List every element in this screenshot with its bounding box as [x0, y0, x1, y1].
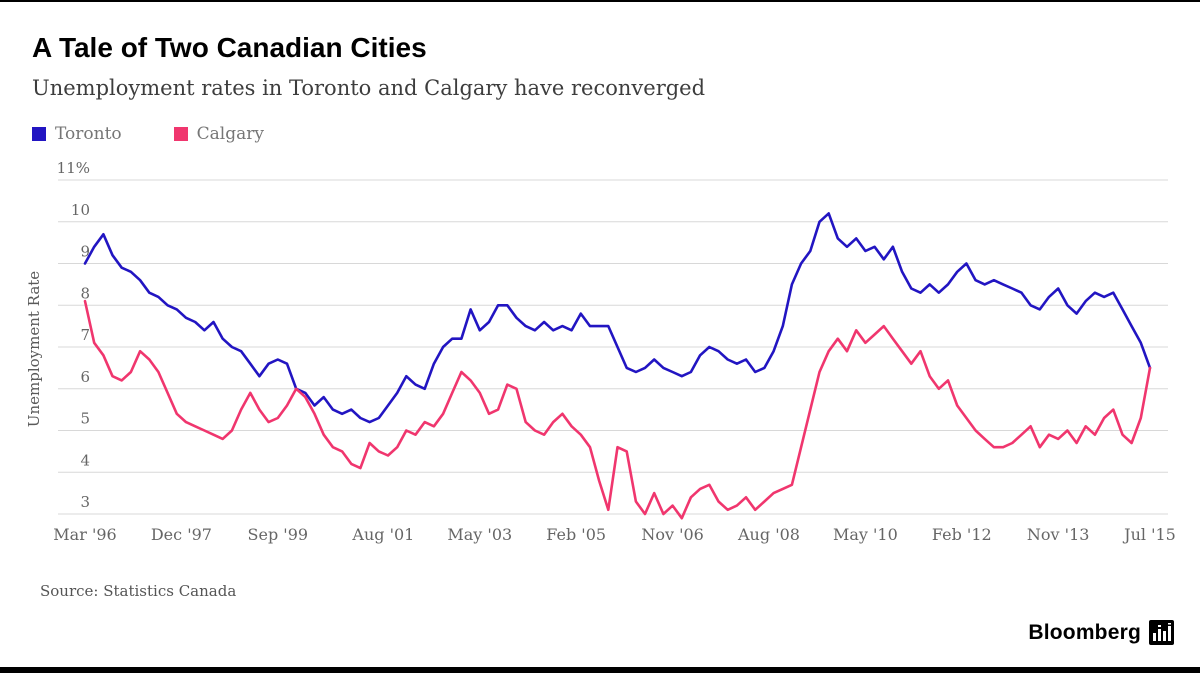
x-tick-label: Feb '12 [932, 525, 992, 544]
x-tick-label: Aug '01 [351, 525, 414, 544]
page-subtitle: Unemployment rates in Toronto and Calgar… [32, 76, 706, 100]
x-tick-label: Nov '06 [641, 525, 704, 544]
x-tick-label: Aug '08 [737, 525, 800, 544]
x-tick-label: Dec '97 [151, 525, 212, 544]
bloomberg-wordmark: Bloomberg [1028, 620, 1141, 644]
legend-item-toronto: Toronto [32, 124, 122, 144]
y-tick-label-7: 7 [80, 326, 90, 344]
line-chart: 3 4 5 6 7 8 9 10 11% Mar '96 Dec '97 Sep '99 Aug '01… [53, 159, 1176, 544]
source-note: Source: Statistics Canada [40, 582, 237, 600]
top-rule [0, 0, 1200, 2]
toronto-line [83, 212, 1152, 424]
y-tick-label-8: 8 [80, 284, 90, 302]
y-tick-label-10: 10 [71, 201, 90, 219]
x-tick-label: Mar '96 [53, 525, 116, 544]
bloomberg-logo: Bloomberg [1028, 620, 1174, 645]
page-title: A Tale of Two Canadian Cities [32, 32, 427, 63]
y-tick-label-4: 4 [80, 451, 90, 469]
y-tick-label-9: 9 [80, 243, 90, 261]
x-tick-label: Nov '13 [1027, 525, 1090, 544]
y-tick-label-11: 11% [57, 159, 90, 177]
legend: Toronto Calgary [32, 124, 264, 144]
legend-label-toronto: Toronto [55, 124, 122, 144]
legend-item-calgary: Calgary [173, 124, 264, 144]
bottom-rule [0, 667, 1200, 673]
legend-label-calgary: Calgary [196, 124, 264, 144]
x-tick-label: May '03 [447, 525, 512, 544]
y-tick-label-5: 5 [80, 410, 90, 428]
calgary-swatch-icon [173, 127, 188, 141]
x-tick-label: Jul '15 [1122, 525, 1176, 544]
y-tick-label-6: 6 [80, 368, 90, 386]
toronto-swatch-icon [32, 127, 46, 141]
x-tick-label: Sep '99 [248, 525, 309, 544]
y-tick-label-3: 3 [80, 493, 90, 511]
x-tick-label: Feb '05 [546, 525, 606, 544]
calgary-line [83, 299, 1152, 520]
bloomberg-chart-icon [1149, 620, 1174, 645]
x-tick-label: May '10 [833, 525, 898, 544]
